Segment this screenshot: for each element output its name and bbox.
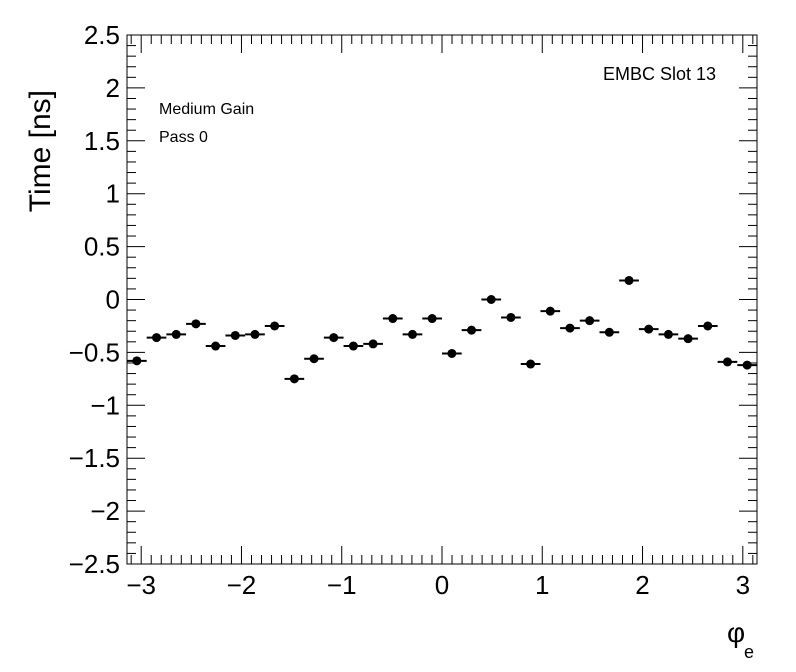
data-point <box>304 354 324 364</box>
data-point <box>205 341 226 351</box>
data-point-marker <box>467 325 477 335</box>
data-point-marker <box>250 329 260 339</box>
annotation-pass: Pass 0 <box>159 129 208 146</box>
data-point <box>560 323 580 333</box>
data-point-marker <box>742 360 752 370</box>
data-point <box>658 329 679 339</box>
y-axis-label: Time [ns] <box>24 90 57 212</box>
x-tick-label: −1 <box>327 570 357 600</box>
data-point <box>737 360 757 370</box>
data-point <box>402 329 423 339</box>
data-point-marker <box>191 319 201 329</box>
data-point-marker <box>348 341 358 351</box>
data-point-marker <box>171 329 181 339</box>
annotation-gain: Medium Gain <box>159 101 254 118</box>
data-point <box>166 329 187 339</box>
data-point-marker <box>506 312 516 322</box>
data-point-marker <box>132 356 142 366</box>
data-point-marker <box>683 334 693 344</box>
data-point-marker <box>565 323 575 333</box>
ticks <box>127 34 757 565</box>
y-tick-label: −0.5 <box>69 337 120 367</box>
data-point <box>599 327 620 337</box>
data-point-marker <box>289 374 299 384</box>
x-tick-label: 1 <box>535 570 549 600</box>
y-tick-label: 2.5 <box>84 20 120 50</box>
data-point <box>186 319 206 329</box>
y-tick-label: 2 <box>106 73 120 103</box>
data-point-marker <box>526 359 536 369</box>
data-point-marker <box>486 295 496 304</box>
data-point-marker <box>722 357 732 367</box>
x-tick-label: −3 <box>126 570 156 600</box>
annotation-slot: EMBC Slot 13 <box>603 64 716 84</box>
data-point-marker <box>604 327 614 337</box>
data-point <box>678 334 698 344</box>
data-point <box>520 359 541 369</box>
x-tick-label: −2 <box>227 570 257 600</box>
y-tick-label: −1.5 <box>69 443 120 473</box>
data-point-marker <box>703 321 713 331</box>
data-point <box>697 321 718 331</box>
data-point-marker <box>545 306 555 316</box>
data-point-marker <box>270 321 280 331</box>
y-tick-label: 1.5 <box>84 126 120 156</box>
x-tick-label: 3 <box>736 570 750 600</box>
y-tick-label: −2.5 <box>69 549 120 579</box>
data-point <box>579 316 600 326</box>
data-point <box>501 312 521 322</box>
data-point <box>461 325 482 335</box>
y-tick-label: −1 <box>90 390 120 420</box>
data-point-marker <box>152 333 162 343</box>
x-axis-label: φ <box>727 617 745 648</box>
data-point-marker <box>427 314 437 324</box>
data-point <box>245 329 265 339</box>
data-point-marker <box>368 339 378 349</box>
data-point <box>382 314 403 324</box>
data-point-marker <box>447 348 457 358</box>
y-tick-label: 0.5 <box>84 232 120 262</box>
data-point-marker <box>644 324 654 334</box>
data-point <box>127 356 147 366</box>
data-point <box>264 321 285 331</box>
tick-labels: −3 −2 −1 0 1 2 3 −2.5 −2 −1.5 −1 −0.5 0 0.5 1 1.5 2 2.5 <box>69 20 750 600</box>
data-point <box>619 275 639 285</box>
data-point <box>284 374 305 384</box>
data-point-marker <box>211 341 221 351</box>
x-tick-label: 0 <box>435 570 449 600</box>
data-point <box>481 295 502 304</box>
data-points <box>127 275 757 384</box>
data-point-marker <box>309 354 319 364</box>
data-point-marker <box>407 329 417 339</box>
x-axis-label-subscript: e <box>744 642 754 662</box>
data-point-marker <box>624 275 634 285</box>
data-point <box>363 339 383 349</box>
y-tick-label: 0 <box>106 285 120 315</box>
data-point <box>717 357 738 367</box>
data-point-marker <box>230 330 240 340</box>
data-point-marker <box>329 333 339 343</box>
data-point <box>146 333 167 343</box>
x-tick-label: 2 <box>635 570 649 600</box>
data-point <box>442 348 462 358</box>
data-point <box>323 333 344 343</box>
y-tick-label: −2 <box>90 496 120 526</box>
y-tick-label: 1 <box>106 179 120 209</box>
data-point <box>422 314 442 324</box>
data-point-marker <box>585 316 595 326</box>
data-point <box>343 341 364 351</box>
data-point <box>638 324 659 334</box>
data-point <box>225 330 246 340</box>
data-point-marker <box>388 314 398 324</box>
data-point-marker <box>663 329 673 339</box>
data-point <box>540 306 561 316</box>
